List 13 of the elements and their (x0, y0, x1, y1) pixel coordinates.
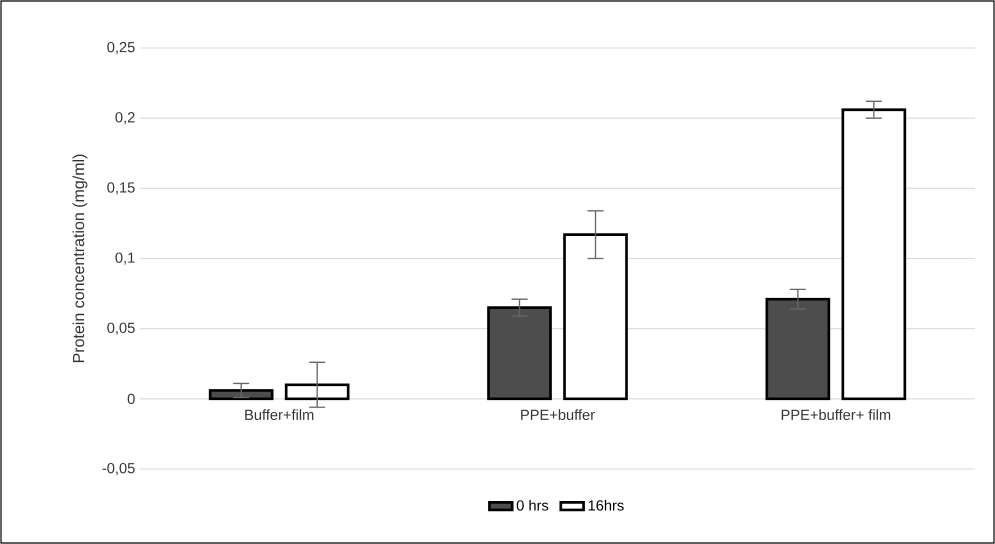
y-tick-label: 0,05 (107, 322, 135, 335)
x-tick-label: PPE+buffer+ film (782, 409, 890, 420)
y-tick-label: 0 (128, 394, 135, 404)
y-tick-label: 0,15 (107, 182, 135, 194)
y-axis-title: Protein concentration (mg/ml) (72, 154, 88, 362)
y-tick-label: -0,05 (102, 462, 135, 476)
y-tick-label: 0,2 (115, 112, 135, 124)
y-tick-label: 0,25 (107, 42, 135, 54)
legend-label: 0 hrs (516, 500, 548, 511)
x-tick-label: PPE+buffer (521, 409, 595, 420)
x-tick-label: Buffer+film (245, 409, 314, 420)
legend-label: 16hrs (588, 500, 624, 511)
y-tick-label: 0,1 (115, 252, 135, 265)
